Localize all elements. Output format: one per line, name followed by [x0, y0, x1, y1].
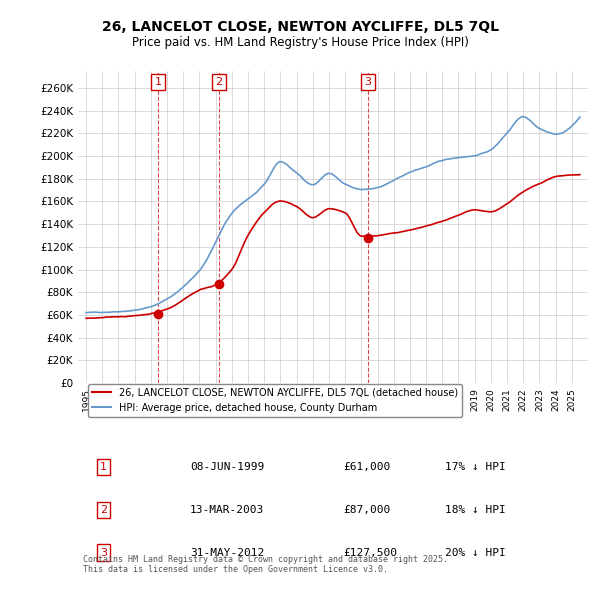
- Text: £127,500: £127,500: [343, 548, 397, 558]
- Text: 2: 2: [100, 505, 107, 515]
- Text: 17% ↓ HPI: 17% ↓ HPI: [445, 462, 506, 472]
- Text: 2: 2: [215, 77, 222, 87]
- Text: 3: 3: [100, 548, 107, 558]
- Text: £61,000: £61,000: [343, 462, 391, 472]
- Text: 18% ↓ HPI: 18% ↓ HPI: [445, 505, 506, 515]
- Text: 31-MAY-2012: 31-MAY-2012: [190, 548, 265, 558]
- Text: 08-JUN-1999: 08-JUN-1999: [190, 462, 265, 472]
- Legend: 26, LANCELOT CLOSE, NEWTON AYCLIFFE, DL5 7QL (detached house), HPI: Average pric: 26, LANCELOT CLOSE, NEWTON AYCLIFFE, DL5…: [88, 384, 462, 417]
- Text: 1: 1: [154, 77, 161, 87]
- Text: 1: 1: [100, 462, 107, 472]
- Text: £87,000: £87,000: [343, 505, 391, 515]
- Text: 20% ↓ HPI: 20% ↓ HPI: [445, 548, 506, 558]
- Text: 3: 3: [364, 77, 371, 87]
- Text: Price paid vs. HM Land Registry's House Price Index (HPI): Price paid vs. HM Land Registry's House …: [131, 36, 469, 49]
- Text: Contains HM Land Registry data © Crown copyright and database right 2025.
This d: Contains HM Land Registry data © Crown c…: [83, 555, 448, 574]
- Text: 26, LANCELOT CLOSE, NEWTON AYCLIFFE, DL5 7QL: 26, LANCELOT CLOSE, NEWTON AYCLIFFE, DL5…: [101, 19, 499, 34]
- Text: 13-MAR-2003: 13-MAR-2003: [190, 505, 265, 515]
